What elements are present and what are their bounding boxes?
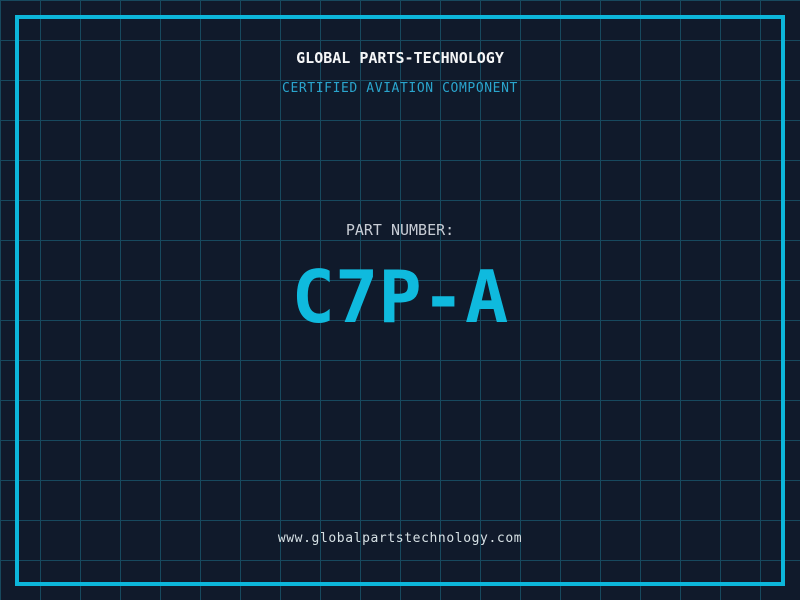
brand-subtitle: CERTIFIED AVIATION COMPONENT	[282, 81, 518, 96]
website-url: www.globalpartstechnology.com	[277, 531, 523, 546]
part-number-value: C7P-A	[291, 255, 509, 339]
part-number-label: PART NUMBER:	[345, 221, 455, 239]
brand-title: GLOBAL PARTS-TECHNOLOGY	[296, 49, 504, 67]
